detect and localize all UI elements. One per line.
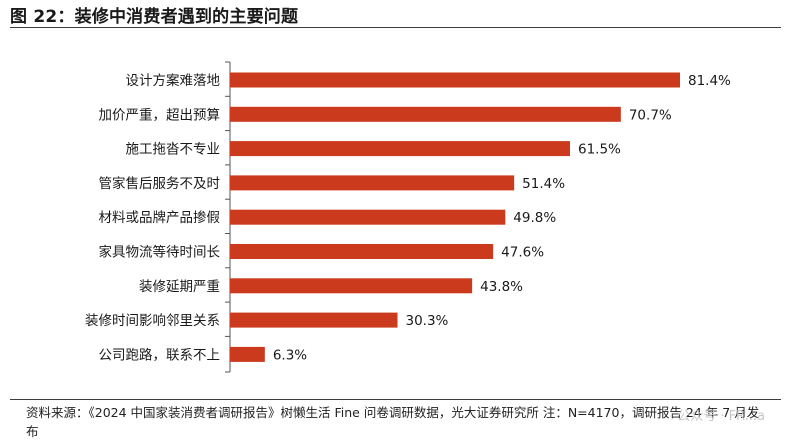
bar [230, 312, 398, 328]
bar [230, 278, 473, 294]
bar [230, 209, 506, 225]
data-label: 30.3% [406, 313, 449, 329]
bar-chart: 设计方案难落地 81.4% 加价严重，超出预算 70.7% 施工拖沓不专业 61.5% 管家… [85, 61, 731, 373]
bottom-divider [10, 399, 781, 400]
watermark: 公众号 · FR...a [677, 409, 765, 424]
category-label: 公司跑路，联系不上 [99, 347, 221, 363]
category-label: 家具物流等待时间长 [99, 244, 221, 261]
bar [230, 244, 494, 259]
top-divider [10, 27, 781, 28]
data-label: 81.4% [688, 73, 731, 89]
category-label: 加价严重，超出预算 [99, 107, 221, 123]
source-note: 资料来源：《2024 中国家装消费者调研报告》树懒生活 Fine 问卷调研数据，… [26, 405, 760, 439]
data-label: 70.7% [629, 107, 672, 123]
data-label: 6.3% [273, 347, 307, 363]
data-label: 47.6% [501, 245, 544, 261]
category-label: 装修时间影响邻里关系 [85, 313, 220, 329]
category-label: 施工拖沓不专业 [126, 142, 221, 158]
data-label: 51.4% [522, 176, 565, 192]
data-label: 43.8% [480, 279, 523, 295]
category-label: 装修延期严重 [139, 279, 220, 295]
bar [230, 175, 515, 191]
category-label: 管家售后服务不及时 [99, 175, 221, 192]
category-label: 材料或品牌产品掺假 [99, 209, 221, 226]
bar [230, 106, 621, 122]
bar [230, 72, 680, 88]
chart-title: 图 22：装修中消费者遇到的主要问题 [10, 7, 299, 27]
bar [230, 141, 570, 157]
data-label: 49.8% [513, 210, 556, 226]
category-label: 设计方案难落地 [126, 72, 221, 89]
bar [230, 346, 265, 362]
data-label: 61.5% [578, 142, 621, 158]
